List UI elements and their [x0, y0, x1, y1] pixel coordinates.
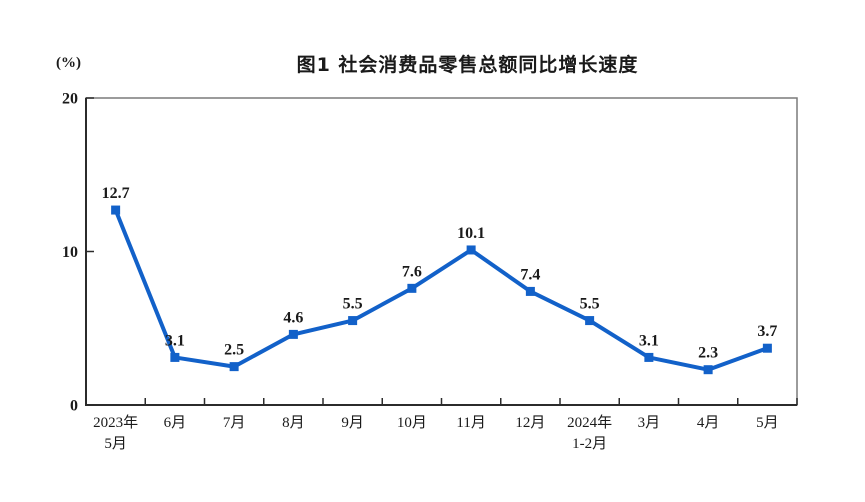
- data-point-label: 10.1: [457, 225, 485, 242]
- data-point-marker: [525, 286, 535, 296]
- data-point-marker: [348, 316, 358, 326]
- data-point-label: 4.6: [283, 309, 303, 326]
- data-point-label: 3.1: [639, 332, 659, 349]
- y-tick-label: 10: [62, 244, 78, 261]
- x-tick-label: 12月: [515, 415, 545, 431]
- data-point-label: 3.7: [757, 323, 777, 340]
- data-point-marker: [170, 352, 180, 362]
- data-point-marker: [762, 343, 772, 353]
- data-point-marker: [644, 352, 654, 362]
- data-point-label: 7.4: [520, 266, 540, 283]
- x-tick-label: 7月: [223, 415, 246, 431]
- x-tick-label: 5月: [756, 415, 779, 431]
- x-tick-label: 6月: [164, 415, 187, 431]
- data-point-marker: [288, 329, 298, 339]
- data-point-marker: [229, 362, 239, 372]
- chart-title: 图1 社会消费品零售总额同比增长速度: [296, 54, 639, 76]
- x-tick-label: 9月: [341, 415, 364, 431]
- data-point-label: 5.5: [580, 296, 600, 313]
- data-point-label: 2.5: [224, 342, 244, 359]
- data-point-marker: [585, 316, 595, 326]
- data-point-marker: [703, 365, 713, 375]
- y-tick-label: 0: [70, 398, 78, 415]
- data-point-label: 5.5: [343, 296, 363, 313]
- y-axis-unit-label: (%): [56, 55, 81, 71]
- data-point-marker: [466, 245, 476, 255]
- x-tick-label: 4月: [697, 415, 720, 431]
- x-tick-label: 3月: [638, 415, 661, 431]
- data-point-label: 3.1: [165, 332, 185, 349]
- data-point-label: 12.7: [102, 185, 130, 202]
- x-tick-label: 2023年 5月: [93, 414, 138, 452]
- data-point-marker: [111, 205, 121, 215]
- x-tick-label: 8月: [282, 415, 305, 431]
- x-tick-label: 2024年 1-2月: [567, 414, 612, 452]
- x-tick-label: 11月: [456, 415, 485, 431]
- y-tick-label: 20: [62, 91, 78, 108]
- data-point-marker: [407, 283, 417, 293]
- x-tick-label: 10月: [397, 415, 427, 431]
- series-line: [113, 208, 770, 372]
- data-point-label: 7.6: [402, 263, 422, 280]
- data-point-label: 2.3: [698, 345, 718, 362]
